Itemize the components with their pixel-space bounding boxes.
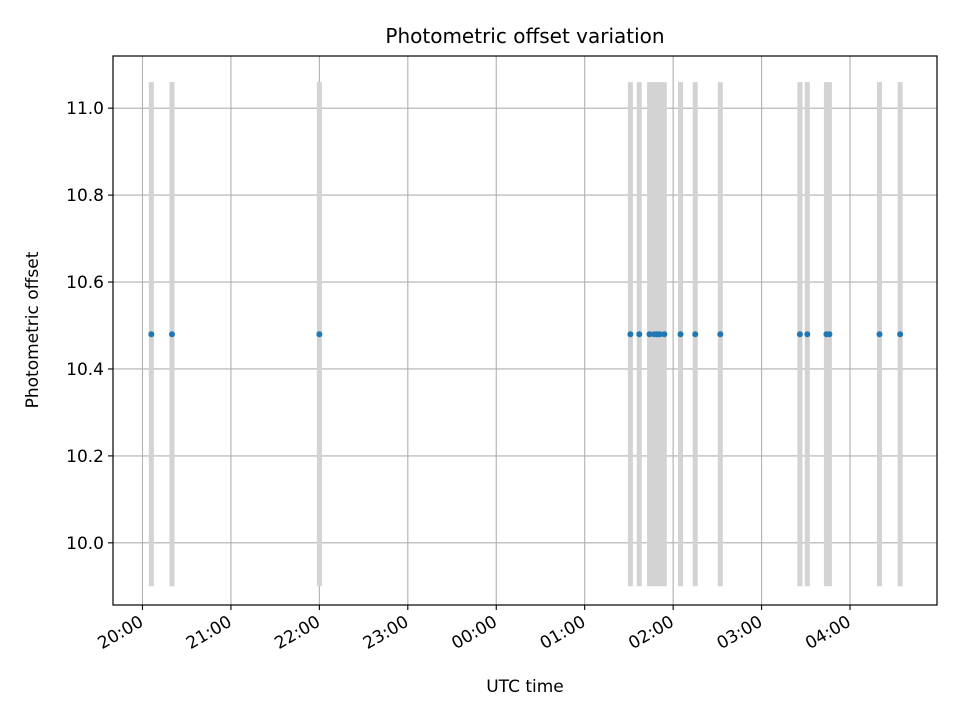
x-axis-label: UTC time	[486, 677, 564, 697]
data-point	[168, 331, 175, 338]
y-tick-label: 10.4	[66, 360, 104, 380]
data-point	[796, 331, 803, 338]
y-tick-label: 10.2	[66, 447, 104, 467]
y-axis-label: Photometric offset	[23, 251, 43, 408]
y-tick-label: 10.0	[66, 534, 104, 554]
data-point	[897, 331, 904, 338]
chart-title: Photometric offset variation	[385, 24, 664, 48]
data-point	[656, 331, 663, 338]
data-point	[148, 331, 155, 338]
data-point	[636, 331, 643, 338]
y-tick-label: 10.6	[66, 273, 104, 293]
y-tick-label: 10.8	[66, 186, 104, 206]
data-point	[717, 331, 724, 338]
data-points	[148, 331, 904, 338]
data-point	[876, 331, 883, 338]
data-point	[677, 331, 684, 338]
data-point	[692, 331, 699, 338]
data-point	[627, 331, 634, 338]
data-point	[661, 331, 668, 338]
data-point	[646, 331, 653, 338]
data-point	[316, 331, 323, 338]
data-point	[826, 331, 833, 338]
plot-frame	[112, 55, 938, 606]
y-axis-ticks: 10.0 10.2 10.4 10.6 10.8 11.0	[66, 99, 113, 554]
data-point	[804, 331, 811, 338]
y-tick-label: 11.0	[66, 99, 104, 119]
